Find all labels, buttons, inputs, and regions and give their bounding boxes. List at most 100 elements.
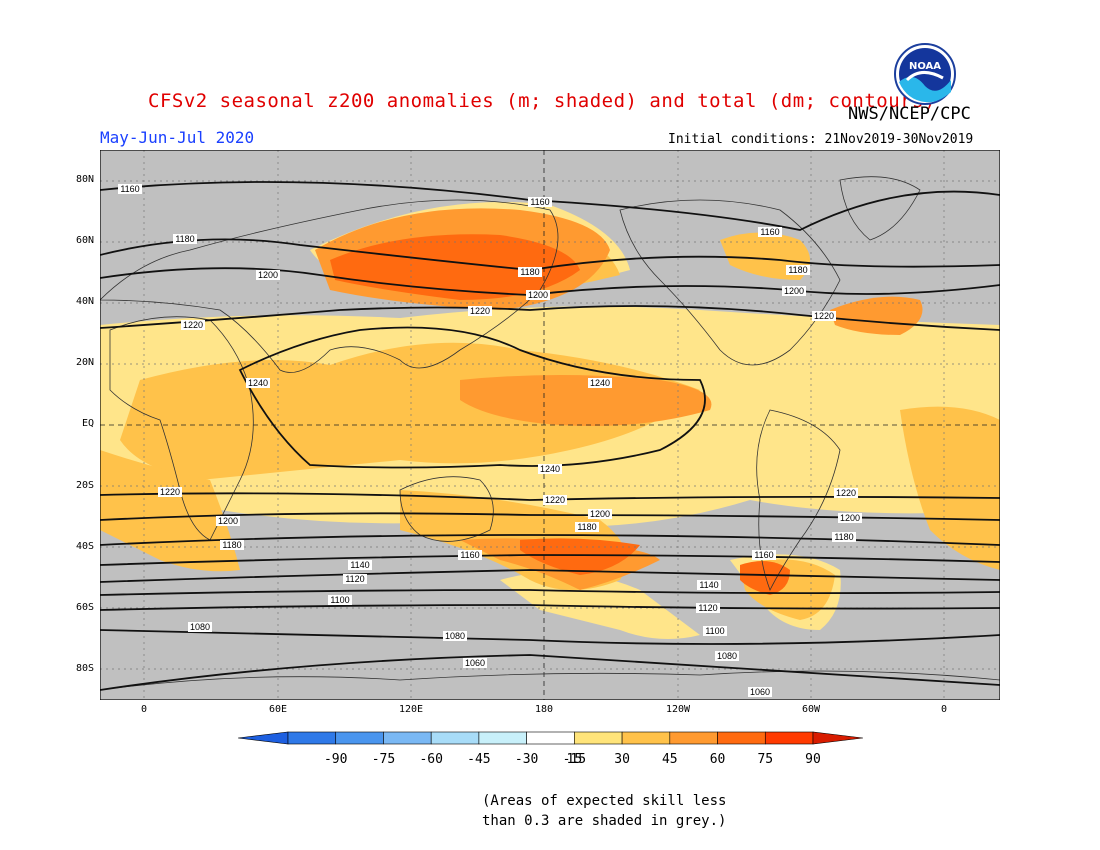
contour-label: 1120 (698, 603, 717, 613)
contour-label: 1220 (470, 306, 490, 316)
contour-label: 1160 (120, 184, 139, 194)
longitude-label: 120W (665, 704, 691, 715)
longitude-label: 180 (534, 704, 554, 715)
noaa-logo-icon: NOAA (894, 43, 956, 105)
contour-label: 1160 (754, 550, 773, 560)
anomaly-45-60-north-atlantic (830, 296, 923, 335)
skill-note-line2: than 0.3 are shaded in grey.) (482, 813, 727, 829)
contour-label-bg (697, 580, 721, 590)
colorbar-tick-label: -75 (372, 752, 395, 766)
contour-label: 1140 (699, 580, 718, 590)
contour-label: 1080 (445, 631, 465, 641)
contour-label-bg (348, 560, 372, 570)
contour-label: 1180 (788, 265, 807, 275)
antarctica-outline (100, 670, 1000, 691)
contour-label: 1180 (175, 234, 194, 244)
longitude-label: 60W (801, 704, 821, 715)
contour-label: 1240 (590, 378, 610, 388)
latitude-label: 40S (75, 541, 94, 552)
contour-label: 1220 (545, 495, 565, 505)
colorbar-segment (621, 731, 671, 745)
colorbar-segment (383, 731, 432, 745)
latitude-label: EQ (81, 418, 94, 429)
colorbar-segment (526, 731, 575, 745)
contour-label: 1220 (836, 488, 856, 498)
latitude-label: 20N (75, 357, 94, 368)
contour-1060-sh (100, 654, 1000, 691)
colorbar-segment (764, 731, 814, 745)
latitude-label: 60N (75, 235, 94, 246)
colorbar-tick-label: 15 (567, 752, 583, 766)
forecast-period: May-Jun-Jul 2020 (100, 128, 255, 147)
contour-label-bg (834, 488, 858, 498)
anomaly-15-30-south-pacific (500, 572, 700, 639)
colorbar-segment (335, 731, 384, 745)
longitude-label: 120E (398, 704, 424, 715)
north-america-outline (619, 199, 841, 366)
contour-label-bg (782, 286, 806, 296)
contour-label-bg (118, 184, 142, 194)
contour-1120-sh (100, 589, 1000, 596)
colorbar-tick-label: 60 (710, 752, 726, 766)
contour-label: 1160 (530, 197, 549, 207)
colorbar-max-arrow (812, 731, 863, 745)
anomaly-45-60-tropical-pacific (460, 375, 712, 426)
initial-conditions: Initial conditions: 21Nov2019-30Nov2019 (668, 132, 974, 147)
colorbar-min-arrow (238, 731, 289, 745)
contour-label: 1180 (520, 267, 539, 277)
contour-label: 1200 (528, 290, 548, 300)
contour-1080-sh (100, 629, 1000, 645)
latitude-label: 80N (75, 174, 94, 185)
contour-label: 1080 (190, 622, 210, 632)
contour-label: 1200 (258, 270, 278, 280)
latitude-label: 40N (75, 296, 94, 307)
contour-label-bg (575, 522, 599, 532)
contour-label: 1100 (705, 626, 724, 636)
contour-label-bg (246, 378, 270, 388)
contour-label: 1160 (460, 550, 479, 560)
agency-label: NWS/NCEP/CPC (848, 104, 971, 124)
anomaly-30-45-east-pacific (900, 406, 1000, 570)
contour-label-bg (703, 626, 727, 636)
contour-label: 1060 (750, 687, 770, 697)
contour-label-bg (812, 311, 836, 321)
contour-label-bg (188, 622, 212, 632)
colorbar-tick-label: -30 (515, 752, 538, 766)
anomaly-60-75-south-atlantic (740, 561, 790, 595)
contour-label-bg (538, 464, 562, 474)
colorbar-tick-label: -45 (467, 752, 490, 766)
skill-note-line1: (Areas of expected skill less (482, 793, 727, 809)
contour-label: 1100 (330, 595, 349, 605)
contour-label-bg (463, 658, 487, 668)
colorbar-tick-label: -90 (324, 752, 347, 766)
contour-1160-nh (100, 181, 1000, 231)
contour-label-bg (832, 532, 856, 542)
longitude-label: 0 (140, 704, 148, 715)
colorbar-segment (478, 731, 527, 745)
colorbar-segment (574, 731, 623, 745)
contour-label-bg (443, 631, 467, 641)
south-america-outline (756, 409, 841, 591)
latitude-label: 80S (75, 663, 94, 674)
longitude-label: 0 (940, 704, 948, 715)
colorbar-segment (287, 731, 337, 745)
contour-label: 1200 (590, 509, 610, 519)
contour-label: 1080 (717, 651, 737, 661)
contour-label-bg (838, 513, 862, 523)
colorbar-tick-label: 90 (805, 752, 821, 766)
contour-label: 1240 (540, 464, 560, 474)
chart-title: CFSv2 seasonal z200 anomalies (m; shaded… (148, 90, 936, 112)
contour-label: 1180 (834, 532, 853, 542)
contour-1160-sh (100, 554, 1000, 566)
colorbar-tick-label: -60 (419, 752, 442, 766)
contour-label-bg (696, 603, 720, 613)
colorbar-segment (717, 731, 766, 745)
contour-label-bg (526, 290, 550, 300)
contour-label: 1180 (222, 540, 241, 550)
contour-label-bg (715, 651, 739, 661)
contour-label-bg (752, 550, 776, 560)
contour-label-bg (588, 509, 612, 519)
australia-outline (399, 476, 494, 542)
contour-1240-loop (238, 326, 706, 469)
contour-label-bg (181, 320, 205, 330)
